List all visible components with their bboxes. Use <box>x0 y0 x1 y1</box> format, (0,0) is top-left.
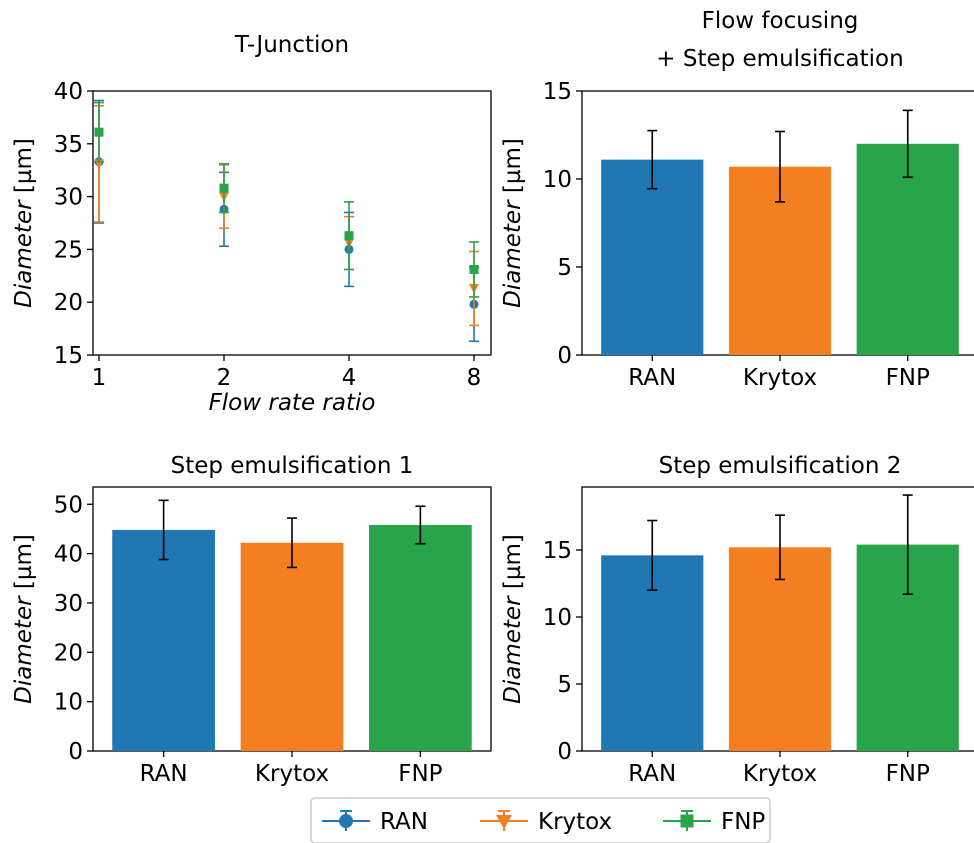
panel-t-junction: 15 20 25 30 35 40 Diameter [µm] 1 2 4 8 Flow rate r… <box>11 32 492 416</box>
bar-ran <box>112 529 215 751</box>
series-ran <box>94 99 479 343</box>
y-tick-label: 30 <box>54 185 83 211</box>
y-tick-label: 15 <box>543 79 572 105</box>
x-tick-label: 4 <box>342 365 357 391</box>
legend: RAN Krytox FNP <box>310 797 771 843</box>
y-tick-label: 5 <box>557 255 572 281</box>
x-tick-label: Krytox <box>255 761 329 787</box>
y-tick-label: 10 <box>543 605 572 631</box>
point-fnp <box>469 264 479 274</box>
point-fnp <box>219 183 229 193</box>
y-axis-label-italic: Diameter <box>11 199 37 308</box>
y-axis-label: Diameter [µm] <box>11 534 37 704</box>
panel-flow-focusing: 0 5 10 15 Diameter [µm] RAN Krytox FNP Flow focu… <box>500 8 974 391</box>
y-axis-label-unit: [µm] <box>500 534 526 596</box>
panel-step-emulsification-1: 0 10 20 30 40 50 Diameter [µm] RAN Krytox FNP Step… <box>11 453 492 787</box>
legend-entry-ran: RAN <box>322 809 428 835</box>
y-tick-label: 25 <box>54 237 83 263</box>
y-tick-label: 20 <box>54 640 83 666</box>
y-tick-label: 10 <box>54 690 83 716</box>
chart-title-line-2: + Step emulsification <box>656 46 903 72</box>
y-axis-label: Diameter [µm] <box>11 138 37 308</box>
legend-label: Krytox <box>538 809 612 835</box>
legend-box <box>310 797 771 843</box>
bar-krytox <box>728 547 832 751</box>
legend-marker-triangle <box>496 815 512 829</box>
series-fnp <box>94 101 479 298</box>
y-axis-label-unit: [µm] <box>11 138 37 200</box>
chart-title: T-Junction <box>234 32 349 58</box>
legend-entry-fnp: FNP <box>663 809 765 835</box>
x-tick-label: RAN <box>628 761 676 787</box>
y-axis-label-italic: Diameter <box>500 595 526 704</box>
y-tick-label: 30 <box>54 591 83 617</box>
y-tick-label: 10 <box>543 167 572 193</box>
legend-label: RAN <box>380 809 428 835</box>
y-tick-label: 40 <box>54 542 83 568</box>
x-tick-label: FNP <box>886 761 930 787</box>
y-axis-label: Diameter [µm] <box>500 534 526 704</box>
legend-marker-circle <box>339 814 353 828</box>
y-tick-label: 0 <box>68 739 83 765</box>
series-krytox <box>94 104 479 327</box>
axes-frame <box>92 90 492 356</box>
bar-ran <box>601 159 704 355</box>
x-axis-label: Flow rate ratio <box>209 390 376 416</box>
y-axis-label-italic: Diameter <box>11 595 37 704</box>
y-tick-label: 20 <box>54 290 83 316</box>
panel-step-emulsification-2: 0 5 10 15 Diameter [µm] RAN Krytox FNP Step emul… <box>500 453 974 787</box>
y-tick-label: 0 <box>557 739 572 765</box>
x-tick-label: 2 <box>217 365 232 391</box>
point-fnp <box>94 127 104 137</box>
x-tick-label: 1 <box>92 365 107 391</box>
y-axis-label-unit: [µm] <box>500 138 526 200</box>
y-tick-label: 0 <box>557 343 572 369</box>
y-tick-label: 40 <box>54 79 83 105</box>
legend-entry-krytox: Krytox <box>480 809 612 835</box>
y-axis-label: Diameter [µm] <box>500 138 526 308</box>
y-tick-label: 15 <box>54 343 83 369</box>
y-axis-label-italic: Diameter <box>500 199 526 308</box>
x-tick-label: FNP <box>886 365 930 391</box>
chart-title: Step emulsification 1 <box>171 453 414 479</box>
chart-title: Step emulsification 2 <box>659 453 902 479</box>
x-tick-label: Krytox <box>743 365 817 391</box>
legend-marker-square <box>680 814 694 828</box>
y-tick-label: 35 <box>54 132 83 158</box>
y-axis-label-unit: [µm] <box>11 534 37 596</box>
y-tick-label: 50 <box>54 492 83 518</box>
point-fnp <box>344 231 354 241</box>
y-tick-label: 5 <box>557 672 572 698</box>
legend-label: FNP <box>721 809 765 835</box>
x-tick-label: FNP <box>398 761 442 787</box>
bar-fnp <box>369 524 472 751</box>
x-tick-label: Krytox <box>743 761 817 787</box>
bar-krytox <box>240 542 344 751</box>
y-tick-label: 15 <box>543 538 572 564</box>
x-tick-label: RAN <box>628 365 676 391</box>
x-tick-label: RAN <box>140 761 188 787</box>
x-tick-label: 8 <box>467 365 482 391</box>
chart-title-line-1: Flow focusing <box>702 8 859 34</box>
bar-fnp <box>856 143 959 355</box>
